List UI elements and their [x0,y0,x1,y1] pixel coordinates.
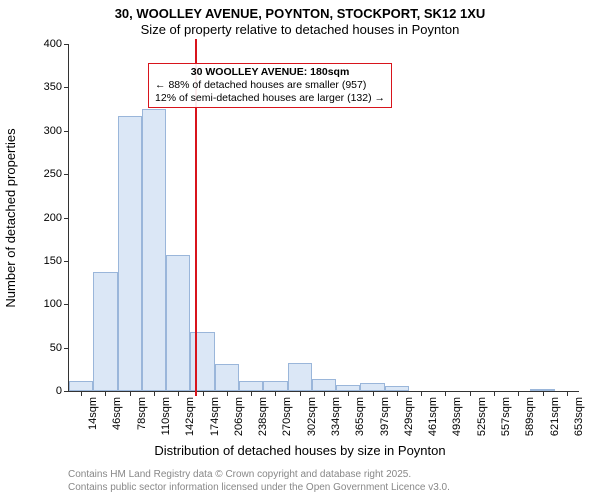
x-tick-label: 46sqm [111,397,123,430]
chart-container: 30, WOOLLEY AVENUE, POYNTON, STOCKPORT, … [0,0,600,500]
chart-title-line1: 30, WOOLLEY AVENUE, POYNTON, STOCKPORT, … [0,0,600,22]
x-tick-label: 557sqm [500,397,512,436]
attribution-text: Contains HM Land Registry data © Crown c… [68,469,450,494]
annotation-box: 30 WOOLLEY AVENUE: 180sqm← 88% of detach… [148,63,392,108]
x-tick [445,391,446,396]
x-tick-label: 238sqm [257,397,269,436]
histogram-bar [166,255,190,391]
x-tick [348,391,349,396]
x-tick-label: 429sqm [403,397,415,436]
x-tick [567,391,568,396]
x-tick [130,391,131,396]
x-tick [178,391,179,396]
x-tick-label: 142sqm [184,397,196,436]
attribution-line1: Contains HM Land Registry data © Crown c… [68,469,450,482]
histogram-bar [118,116,142,391]
x-tick-label: 78sqm [136,397,148,430]
x-tick-label: 653sqm [573,397,585,436]
x-tick [105,391,106,396]
histogram-bar [385,386,409,391]
x-tick [373,391,374,396]
x-tick [154,391,155,396]
x-tick-label: 621sqm [549,397,561,436]
x-tick-label: 493sqm [451,397,463,436]
x-tick [81,391,82,396]
x-tick-label: 14sqm [87,397,99,430]
histogram-bar [336,385,360,391]
y-tick-label: 150 [44,255,69,267]
x-tick-label: 270sqm [281,397,293,436]
x-tick [470,391,471,396]
x-tick [494,391,495,396]
annotation-line: 30 WOOLLEY AVENUE: 180sqm [155,66,385,79]
histogram-bar [215,364,239,391]
histogram-bar [288,363,312,391]
x-tick-label: 302sqm [306,397,318,436]
histogram-bar [360,383,384,391]
histogram-bar [312,379,336,391]
y-tick-label: 350 [44,81,69,93]
x-tick [518,391,519,396]
x-tick [227,391,228,396]
x-tick [251,391,252,396]
y-tick-label: 100 [44,298,69,310]
x-tick-label: 525sqm [476,397,488,436]
x-tick [275,391,276,396]
y-axis-title: Number of detached properties [3,128,18,307]
x-tick-label: 589sqm [524,397,536,436]
y-tick-label: 50 [50,342,69,354]
x-tick-label: 174sqm [209,397,221,436]
x-tick-label: 397sqm [379,397,391,436]
plot-area: 05010015020025030035040014sqm46sqm78sqm1… [68,44,579,392]
y-tick-label: 200 [44,212,69,224]
x-tick [543,391,544,396]
attribution-line2: Contains public sector information licen… [68,482,450,495]
x-tick [397,391,398,396]
x-tick [324,391,325,396]
histogram-bar [530,389,554,391]
x-tick-label: 365sqm [354,397,366,436]
x-tick-label: 461sqm [427,397,439,436]
x-tick [421,391,422,396]
x-tick-label: 110sqm [160,397,172,435]
y-tick-label: 250 [44,168,69,180]
histogram-bar [93,272,117,391]
chart-title-line2: Size of property relative to detached ho… [0,22,600,42]
y-tick-label: 0 [56,385,69,397]
x-tick [203,391,204,396]
histogram-bar [239,381,263,391]
x-tick [300,391,301,396]
y-tick-label: 400 [44,38,69,50]
x-tick-label: 334sqm [330,397,342,436]
annotation-line: ← 88% of detached houses are smaller (95… [155,79,385,92]
x-tick-label: 206sqm [233,397,245,436]
annotation-line: 12% of semi-detached houses are larger (… [155,92,385,105]
y-tick-label: 300 [44,125,69,137]
x-axis-title: Distribution of detached houses by size … [0,443,600,458]
histogram-bar [142,109,166,391]
histogram-bar [263,381,287,391]
histogram-bar [69,381,93,391]
